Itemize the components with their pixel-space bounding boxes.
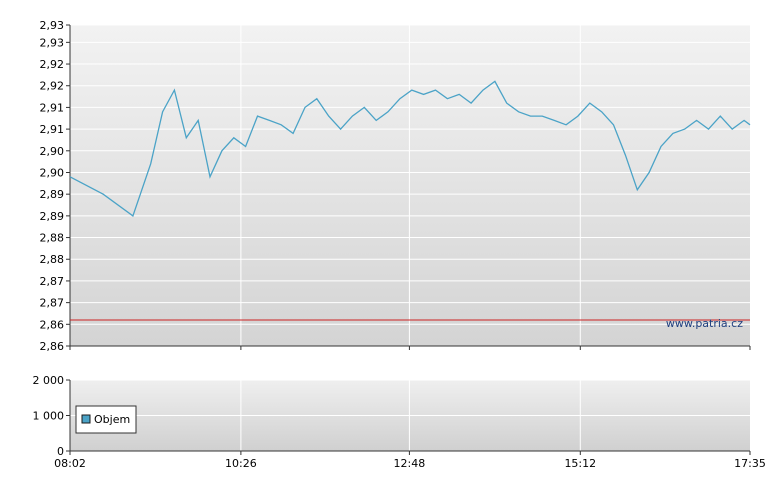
- price-y-tick-label: 2,86: [40, 318, 65, 331]
- x-tick-label: 10:26: [225, 457, 257, 470]
- x-tick-label: 08:02: [54, 457, 86, 470]
- price-y-tick-label: 2,90: [40, 166, 65, 179]
- legend: Objem: [75, 405, 137, 434]
- price-panel-background: [70, 25, 750, 346]
- price-y-tick-label: 2,91: [40, 123, 65, 136]
- price-y-tick-label: 2,92: [40, 80, 65, 93]
- price-series-line: [69, 80, 751, 217]
- price-y-tick-label: 2,87: [40, 275, 65, 288]
- price-y-tick-label: 2,91: [40, 101, 65, 114]
- price-x-axis-ticks: [69, 346, 751, 350]
- price-gridlines: [70, 24, 750, 347]
- volume-x-axis: 08:02 10:26 12:48 15:12 17:35: [54, 451, 766, 470]
- volume-y-tick-label: 2 000: [33, 374, 65, 387]
- volume-y-tick-label: 0: [57, 445, 64, 458]
- price-y-tick-label: 2,88: [40, 232, 65, 245]
- volume-y-axis: 0 1 000 2 000: [33, 374, 71, 458]
- legend-swatch: [81, 414, 91, 424]
- price-y-tick-label: 2,93: [40, 19, 65, 32]
- price-y-tick-label: 2,86: [40, 340, 65, 353]
- price-y-tick-label: 2,92: [40, 58, 65, 71]
- price-y-axis: 2,86 2,86 2,87 2,87 2,88 2,88 2,89 2,89 2,90 2,90…: [40, 19, 71, 353]
- price-y-tick-label: 2,89: [40, 210, 65, 223]
- x-tick-label: 17:35: [734, 457, 766, 470]
- price-y-tick-label: 2,89: [40, 188, 65, 201]
- price-y-tick-label: 2,88: [40, 253, 65, 266]
- volume-y-tick-label: 1 000: [33, 410, 65, 423]
- price-y-tick-label: 2,90: [40, 145, 65, 158]
- price-y-tick-label: 2,87: [40, 297, 65, 310]
- x-tick-label: 15:12: [564, 457, 596, 470]
- x-tick-label: 12:48: [394, 457, 426, 470]
- price-y-tick-label: 2,93: [40, 36, 65, 49]
- legend-label: Objem: [94, 413, 130, 426]
- watermark: www.patria.cz: [666, 317, 743, 330]
